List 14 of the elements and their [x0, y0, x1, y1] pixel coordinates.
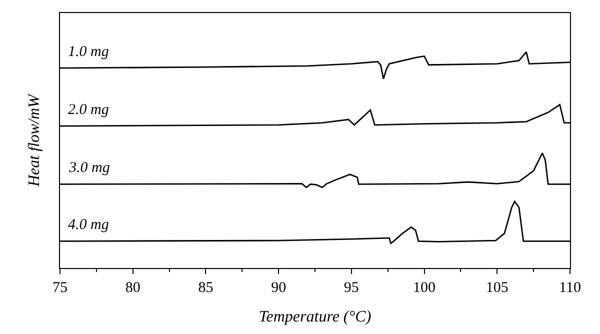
x-tick-label: 75	[52, 280, 68, 296]
series-label: 2.0 mg	[68, 102, 110, 118]
series-label: 4.0 mg	[68, 217, 110, 233]
series-label: 3.0 mg	[68, 160, 110, 176]
x-tick-label: 110	[559, 280, 581, 296]
y-axis-title: Heat flow/mW	[26, 92, 43, 188]
x-tick-label: 90	[271, 280, 286, 296]
x-tick-label: 80	[125, 280, 140, 296]
x-tick-label: 85	[198, 280, 214, 296]
x-tick-label: 105	[486, 280, 508, 296]
x-tick-label: 100	[413, 280, 436, 296]
x-tick-label: 95	[344, 280, 359, 296]
x-axis-title: Temperature (°C)	[258, 308, 372, 326]
series-label: 1.0 mg	[68, 44, 110, 60]
